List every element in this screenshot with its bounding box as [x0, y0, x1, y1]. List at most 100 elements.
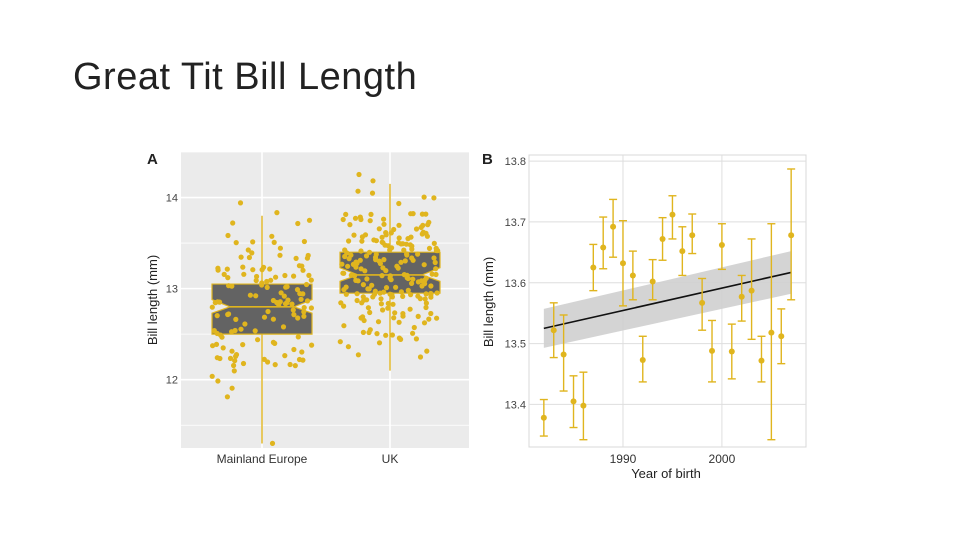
data-point	[345, 263, 351, 269]
data-point	[271, 239, 277, 245]
data-point	[348, 252, 354, 258]
data-point	[264, 278, 270, 285]
error-bar-point	[747, 238, 756, 341]
data-point	[369, 190, 376, 196]
error-bar-point	[559, 314, 568, 392]
data-point	[570, 398, 577, 405]
data-point	[758, 357, 765, 364]
data-point	[301, 309, 307, 315]
data-point	[360, 282, 366, 288]
data-point	[358, 216, 364, 223]
data-point	[405, 236, 411, 242]
data-point	[229, 283, 235, 289]
data-point	[233, 240, 239, 246]
data-point	[354, 291, 360, 297]
x-tick-label: 1990	[610, 452, 637, 466]
data-point	[245, 247, 251, 253]
error-bar-point	[628, 250, 637, 301]
data-point	[221, 271, 227, 277]
data-point	[396, 235, 402, 241]
confidence-ribbon	[543, 251, 792, 348]
error-bar-point	[737, 274, 746, 322]
data-point	[373, 238, 379, 244]
data-point	[433, 266, 439, 272]
data-point	[639, 357, 646, 364]
data-point	[287, 361, 293, 368]
y-tick-label: 14	[166, 193, 178, 205]
data-point	[264, 284, 270, 290]
error-bar-point	[717, 223, 726, 271]
data-point	[421, 262, 427, 268]
error-bar-point	[708, 319, 717, 383]
data-point	[415, 251, 421, 257]
data-point	[367, 218, 373, 224]
data-point	[255, 337, 261, 343]
data-point	[301, 238, 307, 245]
data-point	[385, 305, 391, 311]
data-point	[250, 239, 256, 245]
data-point	[383, 332, 389, 338]
data-point	[231, 368, 237, 374]
data-point	[340, 216, 346, 223]
data-point	[237, 200, 244, 206]
data-point	[364, 276, 370, 282]
data-point	[415, 313, 421, 319]
data-point	[689, 232, 696, 239]
error-bar-point	[698, 277, 707, 331]
data-point	[209, 304, 215, 310]
data-point	[367, 309, 373, 316]
data-point	[261, 314, 268, 320]
data-point	[355, 188, 361, 194]
data-point	[411, 324, 417, 331]
data-point	[225, 311, 231, 318]
panel-a-label: A	[147, 151, 158, 168]
error-bar-point	[579, 371, 588, 441]
data-point	[699, 299, 706, 306]
data-point	[709, 347, 716, 354]
data-point	[272, 362, 278, 368]
data-point	[396, 319, 402, 325]
trend-line	[543, 271, 792, 330]
data-point	[295, 315, 301, 321]
data-point	[362, 232, 369, 238]
data-point	[291, 312, 297, 318]
data-point	[354, 297, 360, 304]
data-point	[433, 271, 439, 278]
data-point	[434, 290, 440, 296]
data-point	[267, 266, 273, 272]
data-point	[396, 222, 402, 228]
data-point	[225, 232, 231, 239]
data-point	[423, 300, 429, 306]
data-point	[354, 260, 360, 266]
data-point	[346, 238, 352, 244]
data-point	[600, 244, 607, 251]
data-point	[295, 334, 301, 340]
data-point	[659, 235, 666, 242]
data-point	[431, 195, 437, 201]
data-point	[261, 356, 267, 362]
error-bar-point	[648, 258, 657, 301]
data-point	[432, 259, 438, 266]
data-point	[238, 254, 244, 260]
data-point	[398, 259, 404, 265]
data-point	[679, 248, 686, 255]
data-point	[738, 293, 745, 300]
error-bar-point	[767, 223, 776, 441]
error-bar-point	[777, 308, 786, 365]
data-point	[359, 300, 365, 306]
data-point	[383, 285, 390, 291]
data-point	[231, 362, 237, 369]
y-tick-label: 13	[166, 284, 178, 296]
data-point	[242, 321, 248, 327]
x-tick-label: 2000	[709, 452, 736, 466]
data-point	[362, 268, 368, 274]
data-point	[385, 300, 391, 307]
data-point	[340, 270, 346, 276]
data-point	[768, 329, 775, 336]
data-point	[292, 363, 298, 369]
data-point	[309, 342, 315, 348]
data-point	[225, 275, 231, 281]
data-point	[669, 211, 676, 218]
data-point	[282, 353, 288, 359]
